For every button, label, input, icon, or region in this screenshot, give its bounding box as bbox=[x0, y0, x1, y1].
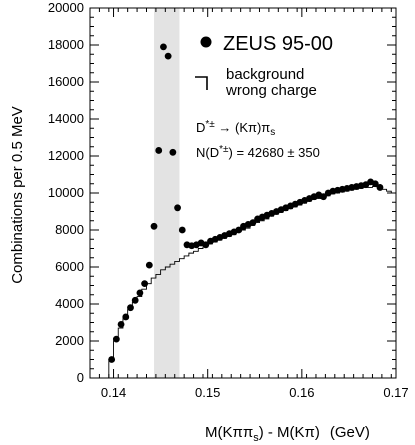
data-point bbox=[136, 289, 144, 297]
data-point bbox=[371, 180, 379, 188]
signal-band bbox=[154, 8, 180, 378]
y-axis-title: Combinations per 0.5 MeV bbox=[9, 106, 26, 284]
x-axis-title: M(Kππs) - M(Kπ) (GeV) bbox=[205, 424, 370, 444]
annotation-decay-part-1: D bbox=[196, 120, 205, 135]
data-point bbox=[164, 52, 172, 60]
annotation-decay-part-2: → (Kπ)π bbox=[215, 120, 271, 135]
y-tick-label: 4000 bbox=[55, 296, 84, 311]
data-point bbox=[376, 184, 384, 191]
legend-label-background-line2: wrong charge bbox=[225, 82, 317, 99]
data-point bbox=[249, 219, 257, 227]
data-point bbox=[122, 313, 130, 321]
legend-marker-data bbox=[200, 36, 212, 48]
data-point bbox=[150, 222, 158, 230]
y-tick-label: 20000 bbox=[48, 0, 84, 15]
data-point bbox=[178, 226, 186, 234]
y-tick-label: 2000 bbox=[55, 333, 84, 348]
data-points bbox=[108, 43, 384, 363]
data-point bbox=[141, 280, 149, 288]
axis-ticks: 0 2000 4000 6000 8000 10000 12000 14000 16000 180… bbox=[48, 0, 409, 400]
data-point bbox=[155, 147, 163, 154]
data-point bbox=[145, 261, 153, 269]
annotation-decay-superscript: *± bbox=[205, 119, 215, 130]
y-tick-label: 12000 bbox=[48, 148, 84, 163]
data-point bbox=[235, 226, 243, 234]
annotation-decay-subscript: s bbox=[270, 127, 275, 138]
legend-marker-background bbox=[195, 76, 208, 90]
annotation-count-superscript: *± bbox=[219, 144, 229, 155]
x-tick-label: 0.16 bbox=[289, 385, 314, 400]
x-axis-title-unit: (GeV) bbox=[330, 424, 370, 441]
annotation-count-part-2: ) = 42680 ± 350 bbox=[229, 145, 320, 160]
x-axis-title-part-1: M(Kππ bbox=[205, 424, 253, 441]
y-tick-label: 8000 bbox=[55, 222, 84, 237]
data-point bbox=[320, 193, 327, 201]
x-tick-label: 0.15 bbox=[195, 385, 220, 400]
background-histogram bbox=[108, 186, 396, 378]
background-step-line bbox=[108, 186, 396, 378]
data-point bbox=[117, 320, 125, 328]
data-point bbox=[131, 296, 139, 304]
x-tick-label: 0.14 bbox=[101, 385, 126, 400]
data-point bbox=[127, 304, 134, 312]
y-tick-label: 10000 bbox=[48, 185, 84, 200]
data-point bbox=[169, 148, 177, 156]
x-axis-title-part-2: ) - M(Kπ) bbox=[259, 424, 320, 441]
x-tick-label: 0.17 bbox=[383, 385, 408, 400]
data-point bbox=[112, 335, 120, 343]
y-tick-label: 14000 bbox=[48, 111, 84, 126]
annotation-decay-channel: D*± → (Kπ)πs bbox=[196, 119, 275, 138]
plot-frame bbox=[89, 7, 397, 379]
legend-label-data: ZEUS 95-00 bbox=[223, 33, 333, 55]
y-tick-label: 0 bbox=[77, 370, 84, 385]
data-point bbox=[174, 204, 181, 212]
data-point bbox=[160, 43, 167, 51]
y-tick-label: 6000 bbox=[55, 259, 84, 274]
annotation-count-part-1: N(D bbox=[196, 145, 219, 160]
x-axis-title-subscript: s bbox=[253, 432, 259, 444]
y-tick-label: 18000 bbox=[48, 37, 84, 52]
data-point bbox=[202, 241, 210, 249]
legend-label-background-line1: background bbox=[226, 66, 304, 83]
annotation-signal-count: N(D*±) = 42680 ± 350 bbox=[196, 144, 320, 160]
y-tick-label: 16000 bbox=[48, 74, 84, 89]
data-point bbox=[108, 356, 116, 363]
